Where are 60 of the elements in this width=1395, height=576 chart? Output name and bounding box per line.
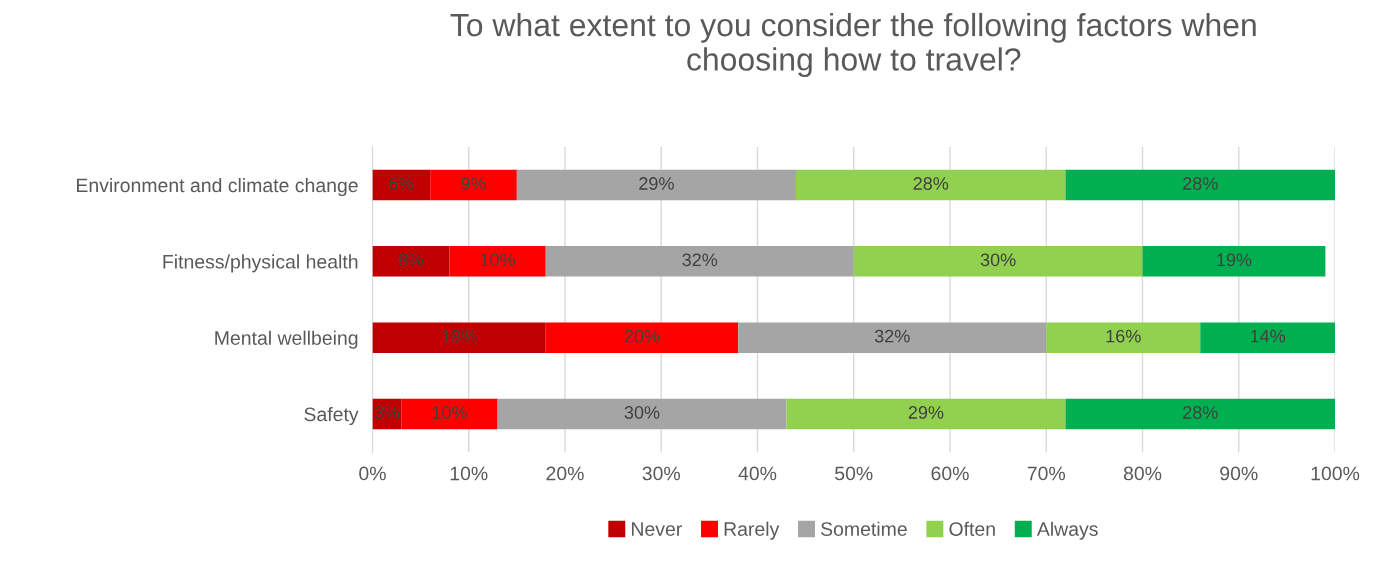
x-tick-label: 20% bbox=[546, 466, 584, 481]
y-tick-label: Safety bbox=[304, 406, 359, 426]
data-label: 30% bbox=[624, 406, 660, 419]
bar bbox=[516, 169, 796, 201]
data-label: 29% bbox=[908, 406, 944, 419]
y-tick-label: Environment and climate change bbox=[77, 177, 358, 197]
data-label: 20% bbox=[624, 329, 660, 343]
data-label: 29% bbox=[639, 177, 674, 190]
bar bbox=[372, 246, 450, 277]
x-tick-label: 90% bbox=[1220, 466, 1258, 481]
bar bbox=[795, 169, 1066, 201]
bar bbox=[545, 322, 739, 353]
bar bbox=[1142, 246, 1326, 277]
data-label: 28% bbox=[913, 177, 949, 190]
x-tick-label: 40% bbox=[738, 466, 777, 481]
bar bbox=[1065, 169, 1336, 201]
bar bbox=[497, 398, 787, 430]
y-tick-label: Mental wellbeing bbox=[215, 330, 358, 349]
data-label: 30% bbox=[980, 253, 1016, 267]
data-label: 10% bbox=[480, 253, 516, 267]
x-tick-label: 70% bbox=[1027, 466, 1066, 481]
data-label: 14% bbox=[1250, 329, 1286, 343]
bar bbox=[372, 169, 431, 201]
data-label: 10% bbox=[432, 406, 467, 419]
x-tick-label: 30% bbox=[642, 466, 680, 481]
bar bbox=[372, 322, 546, 353]
data-label: 9% bbox=[461, 177, 486, 190]
x-tick-label: 80% bbox=[1123, 466, 1162, 481]
bar bbox=[786, 398, 1066, 430]
data-label: 28% bbox=[1183, 177, 1218, 190]
x-tick-label: 50% bbox=[835, 466, 873, 481]
data-label: 32% bbox=[874, 329, 910, 343]
bar bbox=[853, 246, 1143, 277]
legend-label: Always bbox=[1036, 521, 1098, 540]
bar bbox=[449, 246, 546, 277]
legend-label: Often bbox=[949, 521, 995, 536]
bar bbox=[545, 246, 854, 277]
bar bbox=[738, 322, 1047, 353]
data-label: 16% bbox=[1106, 329, 1141, 343]
data-label: 28% bbox=[1183, 406, 1218, 419]
chart-title: To what extent to you consider the following factors when choosing how to travel? bbox=[450, 12, 1256, 78]
bar bbox=[1065, 398, 1336, 430]
bar bbox=[430, 169, 517, 201]
legend-label: Sometime bbox=[821, 521, 907, 536]
x-tick-label: 60% bbox=[931, 466, 969, 481]
x-tick-label: 100% bbox=[1311, 466, 1360, 481]
data-label: 32% bbox=[682, 253, 718, 267]
data-label: 6% bbox=[389, 177, 414, 190]
bar bbox=[401, 398, 498, 430]
x-tick-label: 0% bbox=[359, 466, 386, 481]
data-label: 18% bbox=[442, 329, 477, 343]
x-tick-label: 10% bbox=[450, 466, 488, 481]
legend-label: Rarely bbox=[724, 521, 780, 540]
data-label: 8% bbox=[398, 253, 424, 267]
data-label: 19% bbox=[1217, 253, 1252, 267]
y-tick-label: Fitness/physical health bbox=[163, 254, 358, 273]
bar bbox=[1200, 322, 1336, 353]
data-label: 3% bbox=[374, 406, 400, 419]
bar bbox=[1046, 322, 1201, 353]
legend-label: Never bbox=[632, 522, 682, 536]
